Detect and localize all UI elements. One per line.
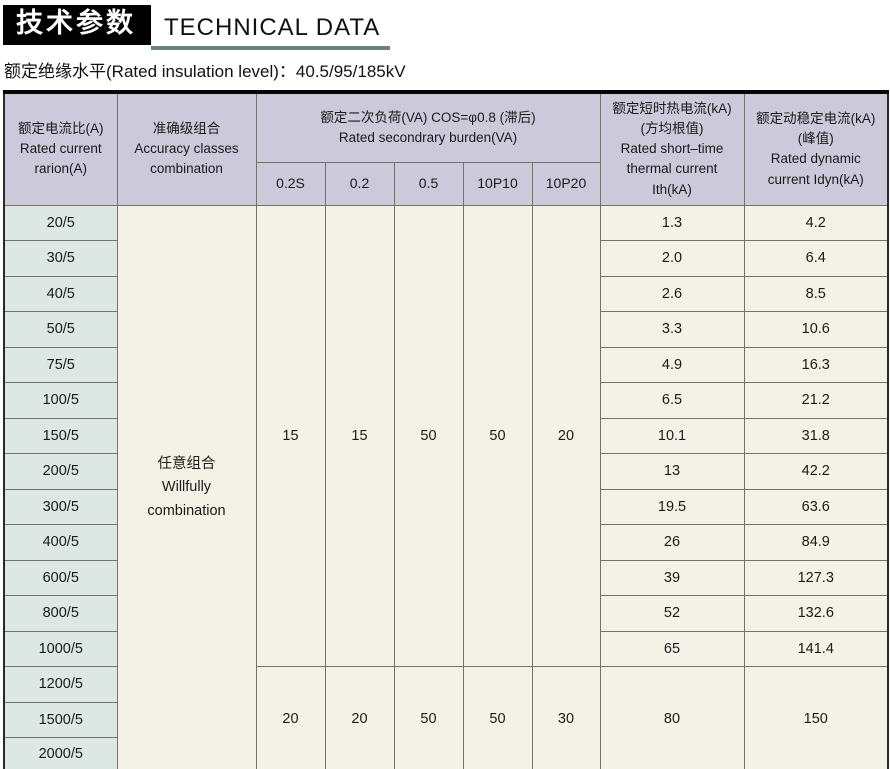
burden-cell-0-2-lower: 20 [324,666,395,769]
burden-cell-10p10-upper: 50 [462,204,533,667]
col-header-accuracy-classes: 准确级组合 Accuracy classes combination [116,91,257,206]
table-row: 40/5 2.6 8.5 [3,275,889,312]
thermal-cell: 3.3 [599,311,745,348]
table-row: 1000/5 65 141.4 [3,630,889,667]
thermal-cell: 2.0 [599,240,745,277]
thermal-cell: 52 [599,595,745,632]
col-header-burden-0-2: 0.2 [324,161,395,206]
ratio-cell: 1000/5 [3,630,118,667]
dynamic-cell: 16.3 [743,346,889,383]
table-row: 100/5 6.5 21.2 [3,382,889,419]
rated-insulation-level-note: 额定绝缘水平(Rated insulation level)：40.5/95/1… [4,62,406,81]
dynamic-cell: 63.6 [743,488,889,525]
thermal-cell: 19.5 [599,488,745,525]
table-row: 2000/5 [3,737,888,769]
burden-cell-0-2s-upper: 15 [255,204,326,667]
col-header-burden-10p10: 10P10 [462,161,533,206]
thermal-cell: 4.9 [599,346,745,383]
thermal-cell: 26 [599,524,745,561]
burden-cell-10p20-upper: 20 [531,204,601,667]
dynamic-cell: 21.2 [743,382,889,419]
col-header-secondary-burden-group: 额定二次负荷(VA) COS=φ0.8 (滞后) Rated secondrar… [255,91,601,163]
header-row-group: 额定电流比(A) Rated current rarion(A) 准确级组合 A… [3,91,889,206]
table-row: 800/5 52 132.6 [3,595,889,632]
col-header-burden-10p20: 10P20 [531,161,601,206]
ratio-cell: 20/5 [3,204,118,241]
technical-data-table: 额定电流比(A) Rated current rarion(A) 准确级组合 A… [3,90,889,769]
page-header: 技术参数 TECHNICAL DATA [3,5,887,50]
ratio-cell: 400/5 [3,524,118,561]
dynamic-cell: 4.2 [743,204,889,241]
table-row: 30/5 2.0 6.4 [3,240,889,277]
ratio-cell: 150/5 [3,417,118,454]
dynamic-cell-merged: 150 [743,666,889,769]
thermal-cell: 1.3 [599,204,745,241]
burden-cell-0-2-upper: 15 [324,204,395,667]
thermal-cell: 2.6 [599,275,745,312]
burden-cell-0-5-upper: 50 [393,204,464,667]
dynamic-cell: 127.3 [743,559,889,596]
ratio-cell: 100/5 [3,382,118,419]
dynamic-cell: 84.9 [743,524,889,561]
table-row: 400/5 26 84.9 [3,524,889,561]
burden-cell-0-2s-lower: 20 [255,666,326,769]
thermal-cell: 39 [599,559,745,596]
dynamic-cell: 31.8 [743,417,889,454]
ratio-cell: 200/5 [3,453,118,490]
table-row: 200/5 13 42.2 [3,453,889,490]
col-header-dynamic-current: 额定动稳定电流(kA) (峰值) Rated dynamic current I… [743,91,889,206]
thermal-cell-merged: 80 [599,666,745,769]
ratio-cell: 30/5 [3,240,118,277]
header-row-burden-classes: 0.2S 0.2 0.5 10P10 10P20 [4,161,888,206]
title-cn-badge: 技术参数 [3,5,151,45]
dynamic-cell: 141.4 [743,630,889,667]
ratio-cell: 600/5 [3,559,118,596]
burden-cell-0-5-lower: 50 [393,666,464,769]
ratio-cell: 800/5 [3,595,118,632]
table-row: 600/5 39 127.3 [3,559,889,596]
col-header-burden-0-5: 0.5 [393,161,464,206]
col-header-burden-0-2s: 0.2S [255,161,326,206]
ratio-cell: 1200/5 [3,666,118,703]
table-row: 1500/5 [3,701,888,738]
table-row: 1200/5 20 20 50 50 30 80 150 [3,666,889,769]
table-row: 150/5 10.1 31.8 [3,417,889,454]
dynamic-cell: 8.5 [743,275,889,312]
dynamic-cell: 6.4 [743,240,889,277]
table-row: 300/5 19.5 63.6 [3,488,889,525]
col-header-thermal-current: 额定短时热电流(kA) (方均根值) Rated short–time ther… [599,91,745,206]
dynamic-cell: 132.6 [743,595,889,632]
ratio-cell: 75/5 [3,346,118,383]
burden-cell-10p10-lower: 50 [462,666,533,769]
burden-cell-10p20-lower: 30 [531,666,601,769]
ratio-cell: 300/5 [3,488,118,525]
ratio-cell: 2000/5 [3,737,118,769]
dynamic-cell: 42.2 [743,453,889,490]
thermal-cell: 13 [599,453,745,490]
col-header-rated-current-ratio: 额定电流比(A) Rated current rarion(A) [3,91,118,206]
ratio-cell: 50/5 [3,311,118,348]
table-row: 20/5 任意组合 Willfully combination 15 15 50… [3,204,889,769]
title-en: TECHNICAL DATA [151,14,391,50]
table-row: 50/5 3.3 10.6 [3,311,889,348]
thermal-cell: 6.5 [599,382,745,419]
ratio-cell: 1500/5 [3,701,118,738]
thermal-cell: 10.1 [599,417,745,454]
accuracy-combination-cell: 任意组合 Willfully combination [116,204,257,769]
ratio-cell: 40/5 [3,275,118,312]
dynamic-cell: 10.6 [743,311,889,348]
thermal-cell: 65 [599,630,745,667]
